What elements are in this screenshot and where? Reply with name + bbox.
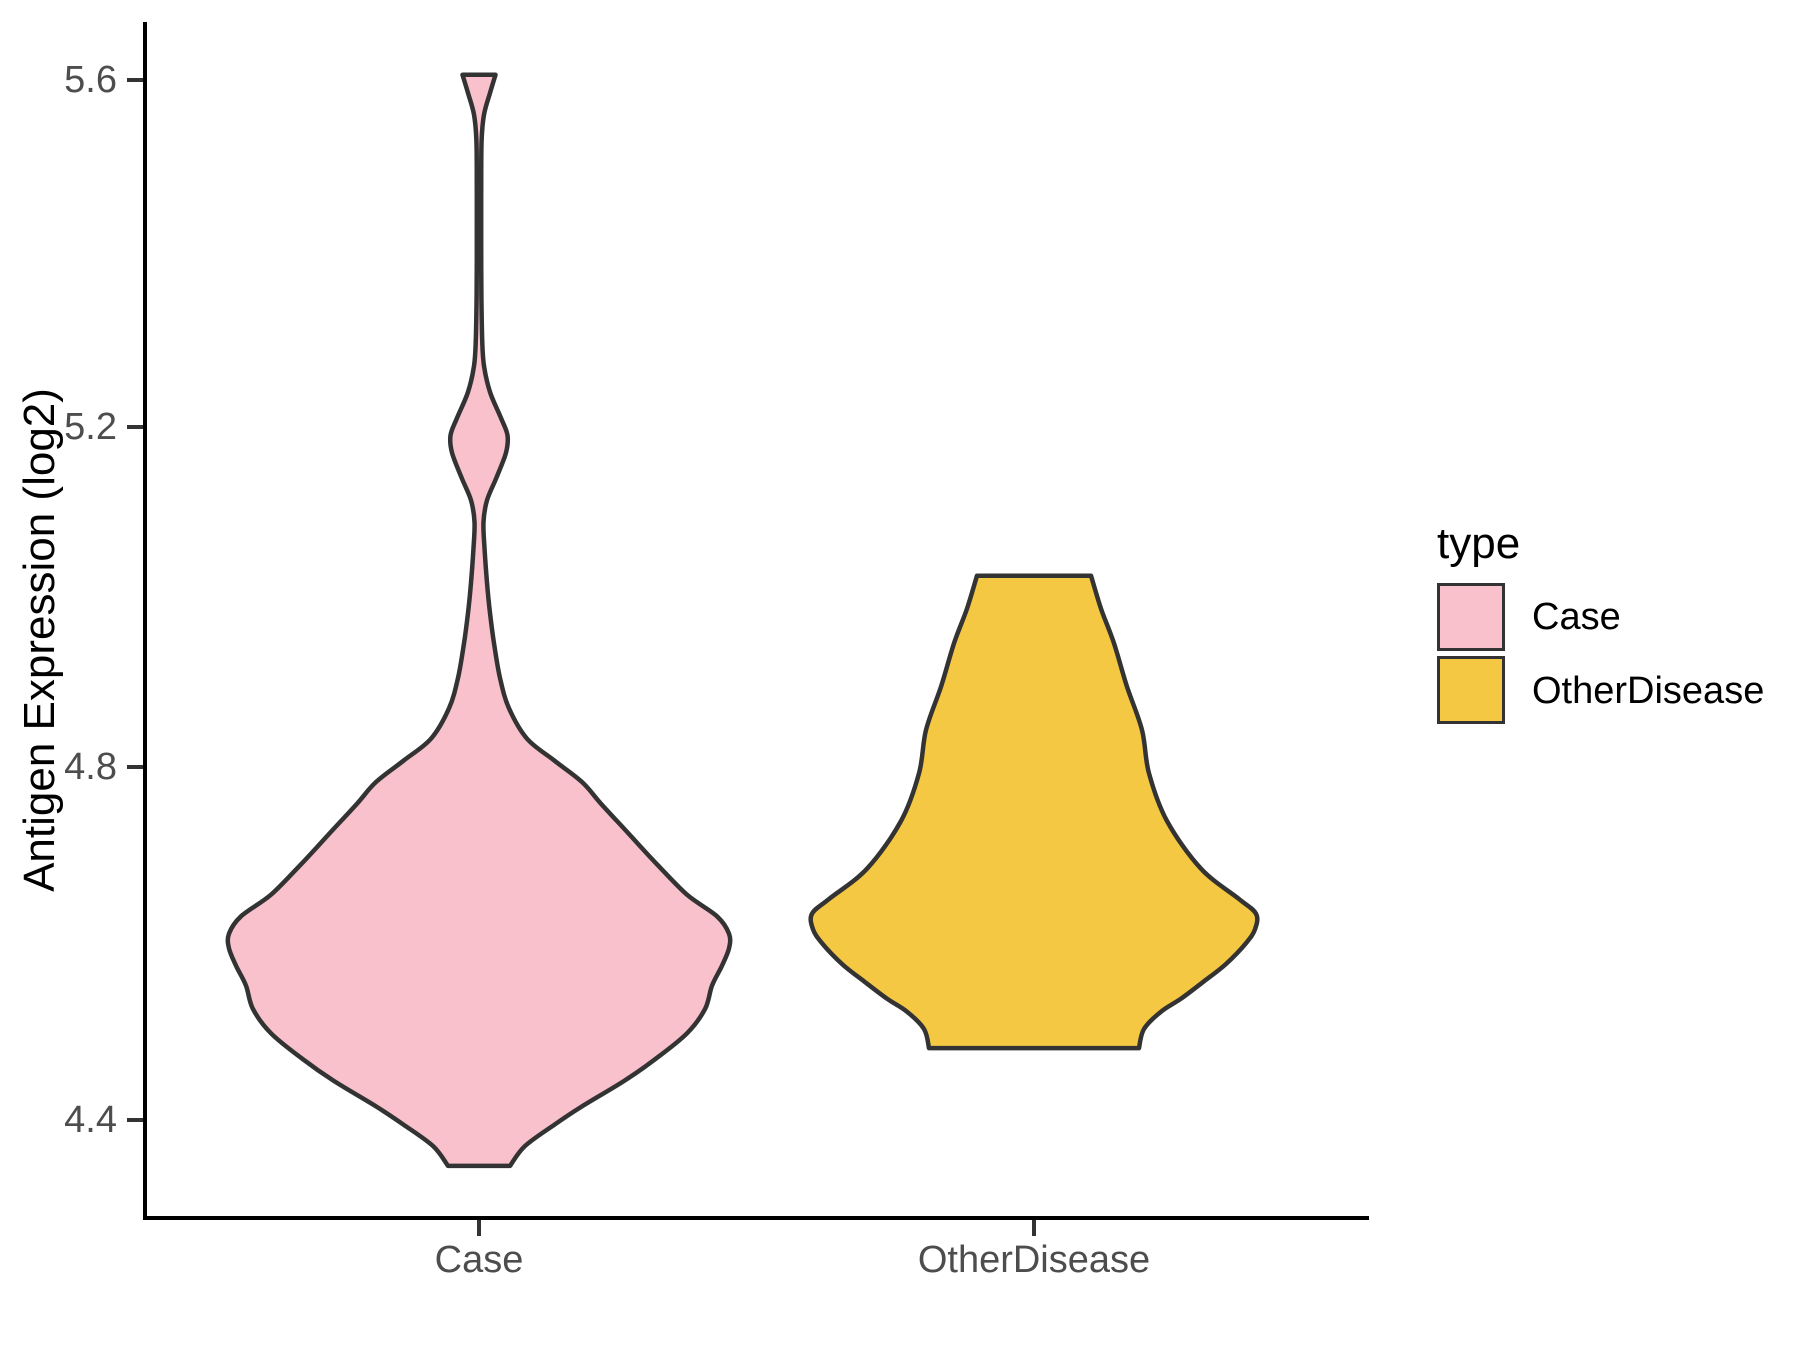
y-tick-2	[127, 765, 143, 769]
y-tick-3	[127, 1118, 143, 1122]
legend-swatch-otherdisease	[1437, 656, 1505, 724]
x-axis-line	[143, 1216, 1369, 1220]
y-tick-label-4.8: 4.8	[64, 746, 117, 788]
y-tick-label-4.4: 4.4	[64, 1099, 117, 1141]
violin-otherdisease	[808, 573, 1260, 1051]
y-axis-title: Antigen Expression (log2)	[15, 388, 64, 892]
y-tick-label-5.2: 5.2	[64, 406, 117, 448]
legend-label-case: Case	[1532, 596, 1621, 638]
x-tick-case	[477, 1220, 481, 1236]
legend-swatch-case	[1437, 583, 1505, 651]
legend-title: type	[1437, 519, 1521, 568]
y-tick-1	[127, 425, 143, 429]
x-tick-label-case: Case	[434, 1239, 524, 1281]
legend-label-otherdisease: OtherDisease	[1532, 670, 1765, 712]
y-tick-0	[127, 78, 143, 82]
x-tick-otherdisease	[1032, 1220, 1036, 1236]
y-tick-label-5.6: 5.6	[64, 59, 117, 101]
x-tick-label-otherdisease: OtherDisease	[917, 1239, 1151, 1281]
y-axis-line	[143, 22, 147, 1220]
violin-case	[225, 72, 733, 1169]
